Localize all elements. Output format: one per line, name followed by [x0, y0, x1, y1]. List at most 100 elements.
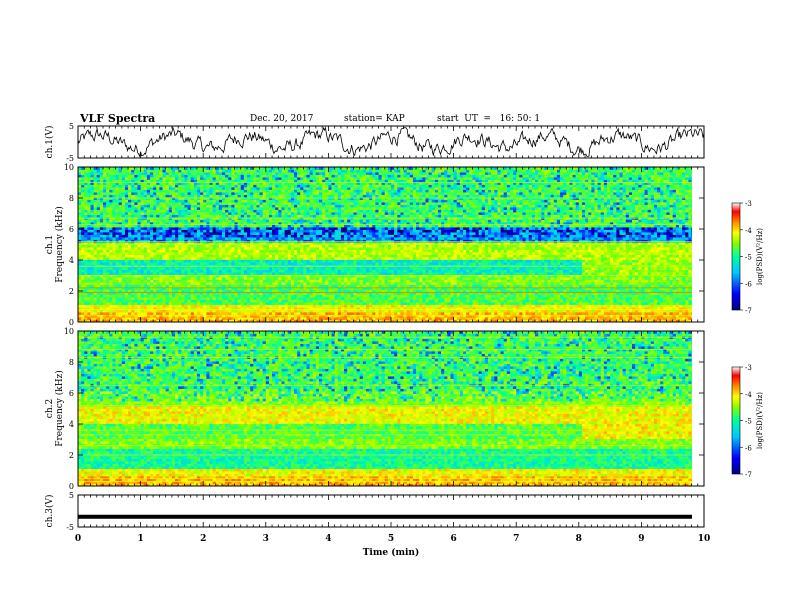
spectrogram-cell	[688, 272, 692, 275]
spectrogram-cell	[90, 269, 95, 273]
spectrogram-cell	[425, 307, 429, 310]
spectrogram-cell	[284, 297, 289, 300]
spectrogram-cell	[300, 289, 304, 293]
spectrogram-cell	[109, 309, 113, 313]
spectrogram-cell	[365, 267, 370, 270]
spectrogram-cell	[99, 294, 104, 298]
spectrogram-cell	[221, 269, 226, 273]
spectrogram-cell	[84, 307, 88, 310]
spectrogram-cell	[375, 304, 379, 308]
spectrogram-cell	[124, 307, 129, 310]
spectrogram-cell	[300, 282, 304, 285]
spectrogram-cell	[256, 274, 260, 278]
spectrogram-cell	[281, 297, 285, 300]
spectrogram-cell	[350, 282, 354, 285]
spectrogram-cell	[284, 277, 289, 280]
spectrogram-cell	[657, 312, 661, 315]
spectrogram-cell	[619, 289, 624, 293]
spectrogram-cell	[293, 284, 298, 288]
spectrogram-cell	[428, 302, 433, 305]
spectrogram-cell	[619, 309, 624, 313]
spectrogram-cell	[140, 294, 145, 298]
spectrogram-cell	[290, 297, 295, 300]
spectrogram-cell	[528, 304, 533, 308]
spectrogram-cell	[256, 309, 260, 313]
spectrogram-cell	[168, 262, 173, 265]
spectrogram-cell	[93, 297, 98, 300]
spectrogram-cell	[196, 309, 201, 313]
spectrogram-cell	[650, 287, 655, 290]
spectrogram-cell	[600, 282, 605, 285]
spectrogram-cell	[556, 302, 561, 305]
spectrogram-cell	[563, 309, 567, 313]
spectrogram-cell	[503, 304, 508, 308]
spectrogram-cell	[175, 284, 179, 288]
spectrogram-cell	[534, 292, 539, 295]
spectrogram-cell	[93, 317, 98, 320]
spectrogram-cell	[322, 309, 326, 313]
spectrogram-cell	[121, 307, 126, 310]
spectrogram-cell	[319, 299, 323, 303]
spectrogram-cell	[494, 302, 498, 305]
spectrogram-cell	[484, 299, 489, 303]
spectrogram-cell	[278, 279, 282, 283]
spectrogram-cell	[99, 289, 104, 293]
spectrogram-cell	[616, 287, 620, 290]
spectrogram-cell	[416, 279, 420, 283]
spectrogram-cell	[278, 294, 282, 298]
spectrogram-cell	[632, 289, 636, 293]
spectrogram-cell	[484, 317, 489, 320]
spectrogram-cell	[431, 289, 436, 293]
spectrogram-cell	[585, 294, 589, 298]
spectrogram-cell	[309, 284, 314, 288]
spectrogram-cell	[221, 277, 226, 280]
spectrogram-cell	[353, 317, 357, 320]
spectrogram-cell	[437, 282, 442, 285]
spectrogram-cell	[206, 302, 210, 305]
spectrogram-cell	[334, 269, 339, 273]
spectrogram-cell	[628, 297, 633, 300]
spectrogram-cell	[628, 279, 633, 283]
spectrogram-cell	[121, 309, 126, 313]
spectrogram-cell	[509, 277, 514, 280]
spectrogram-cell	[137, 267, 141, 270]
spectrogram-cell	[344, 317, 348, 320]
spectrogram-cell	[159, 279, 163, 283]
spectrogram-cell	[146, 304, 151, 308]
spectrogram-cell	[218, 274, 223, 278]
spectrogram-cell	[309, 297, 314, 300]
spectrogram-cell	[428, 279, 433, 283]
spectrogram-cell	[203, 287, 207, 290]
spectrogram-cell	[347, 284, 351, 288]
spectrogram-cell	[491, 272, 495, 275]
spectrogram-cell	[484, 292, 489, 295]
spectrogram-cell	[550, 289, 555, 293]
spectrogram-cell	[240, 294, 245, 298]
spectrogram-cell	[453, 304, 458, 308]
spectrogram-cell	[635, 267, 639, 270]
spectrogram-cell	[406, 297, 411, 300]
spectrogram-cell	[644, 319, 649, 323]
spectrogram-cell	[387, 302, 392, 305]
spectrogram-cell	[309, 294, 314, 298]
spectrogram-cell	[522, 294, 526, 298]
spectrogram-cell	[340, 312, 345, 315]
spectrogram-cell	[196, 297, 201, 300]
spectrogram-cell	[606, 274, 611, 278]
spectrogram-cell	[563, 287, 567, 290]
spectrogram-cell	[356, 277, 361, 280]
spectrogram-cell	[103, 287, 107, 290]
spectrogram-cell	[118, 307, 123, 310]
spectrogram-cell	[494, 279, 498, 283]
spectrogram-cell	[478, 319, 483, 323]
spectrogram-cell	[419, 267, 423, 270]
spectrogram-cell	[622, 287, 627, 290]
spectrogram-cell	[175, 309, 179, 313]
spectrogram-cell	[162, 317, 167, 320]
spectrogram-cell	[409, 312, 414, 315]
spectrogram-cell	[653, 297, 658, 300]
spectrogram-cell	[475, 299, 480, 303]
spectrogram-cell	[419, 299, 423, 303]
spectrogram-cell	[466, 269, 470, 273]
spectrogram-cell	[240, 312, 245, 315]
